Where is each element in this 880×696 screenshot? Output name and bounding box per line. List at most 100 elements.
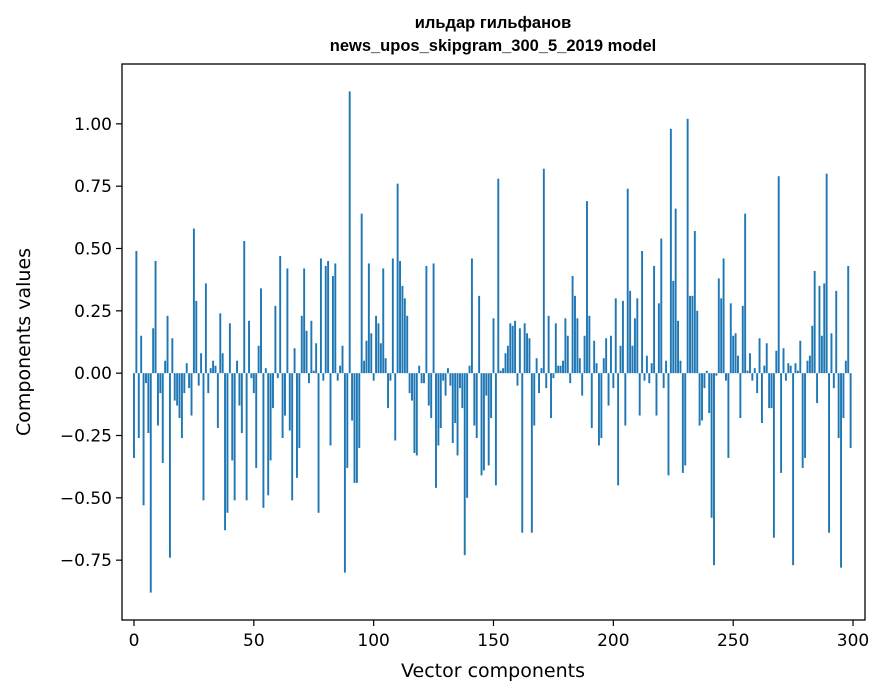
bar-131: [447, 368, 449, 374]
bar-83: [331, 275, 334, 374]
bar-248: [727, 373, 730, 458]
bar-184: [574, 295, 576, 374]
bar-62: [281, 373, 284, 438]
bar-0: [133, 373, 135, 458]
bar-28: [200, 353, 203, 374]
bar-111: [399, 260, 401, 374]
bar-54: [262, 373, 265, 508]
bar-193: [595, 363, 598, 374]
bar-133: [451, 373, 454, 443]
bar-220: [660, 238, 663, 374]
bar-186: [578, 358, 581, 374]
bar-223: [667, 373, 670, 476]
bar-88: [343, 373, 346, 573]
bar-296: [842, 373, 845, 419]
bar-96: [363, 360, 366, 374]
bar-249: [729, 303, 732, 374]
bar-134: [454, 373, 457, 424]
bar-95: [360, 213, 363, 374]
bar-59: [274, 305, 277, 374]
bar-198: [607, 373, 610, 406]
bar-241: [710, 373, 713, 518]
bar-31: [207, 373, 210, 394]
bar-80: [324, 265, 327, 374]
bar-288: [823, 283, 826, 374]
bar-82: [329, 373, 332, 446]
bar-117: [413, 373, 416, 453]
bar-170: [540, 368, 543, 374]
bar-217: [653, 265, 656, 374]
bar-262: [760, 373, 763, 424]
bar-144: [478, 295, 481, 374]
bar-148: [487, 373, 490, 466]
y-axis-ticks: −0.75 −0.50 −0.25 0.00 0.25 0.50 0.75 1.00: [60, 115, 122, 571]
bar-9: [154, 260, 157, 374]
bar-101: [375, 315, 378, 374]
bar-233: [691, 295, 694, 374]
x-tick-label-300: 300: [837, 631, 869, 651]
bar-42: [233, 373, 236, 501]
bar-85: [336, 373, 339, 381]
bar-167: [533, 373, 536, 426]
bar-256: [746, 370, 749, 374]
bar-33: [212, 360, 215, 374]
bar-182: [569, 373, 572, 384]
bar-107: [389, 373, 392, 381]
bar-24: [190, 373, 193, 416]
bar-200: [612, 373, 615, 389]
bar-30: [204, 283, 207, 374]
bar-295: [840, 373, 842, 568]
bar-164: [526, 333, 529, 374]
bar-14: [166, 315, 169, 374]
bar-108: [391, 258, 394, 374]
bar-119: [418, 365, 421, 374]
bar-216: [650, 363, 653, 374]
bar-197: [605, 338, 608, 374]
bar-244: [717, 278, 720, 374]
bar-45: [240, 373, 243, 434]
bar-253: [739, 373, 742, 419]
bar-102: [377, 323, 380, 374]
y-axis-label: Components values: [13, 248, 35, 436]
bar-246: [722, 258, 725, 374]
bar-35: [216, 373, 219, 429]
bar-73: [307, 373, 310, 384]
bar-230: [684, 373, 687, 466]
bar-247: [725, 373, 727, 381]
bar-13: [164, 360, 167, 374]
bar-290: [828, 373, 831, 533]
bar-157: [509, 323, 512, 374]
bar-192: [593, 340, 596, 374]
bar-259: [753, 368, 756, 374]
bar-126: [435, 373, 437, 488]
bar-57: [269, 373, 272, 461]
bar-104: [382, 268, 385, 374]
bar-228: [679, 360, 682, 374]
bar-205: [624, 373, 627, 426]
bars-group: [133, 91, 852, 593]
bar-87: [341, 345, 344, 374]
bar-195: [600, 373, 603, 438]
bar-225: [672, 280, 675, 374]
bar-196: [602, 358, 605, 374]
bar-78: [319, 258, 322, 374]
bar-175: [552, 373, 555, 379]
bar-140: [468, 365, 471, 374]
bar-34: [214, 365, 217, 374]
bar-208: [631, 345, 634, 374]
bar-250: [732, 335, 735, 374]
bar-12: [161, 373, 164, 463]
bar-240: [708, 373, 711, 414]
bar-242: [713, 373, 715, 566]
bar-278: [799, 340, 802, 374]
bar-269: [777, 176, 780, 374]
x-tick-label-50: 50: [243, 631, 265, 651]
bar-116: [411, 373, 413, 401]
bar-29: [202, 373, 205, 501]
bar-10: [156, 373, 159, 426]
bar-203: [619, 345, 622, 374]
bar-155: [504, 353, 507, 374]
y-tick-label-4: 0.25: [74, 302, 112, 322]
bar-123: [427, 373, 430, 406]
